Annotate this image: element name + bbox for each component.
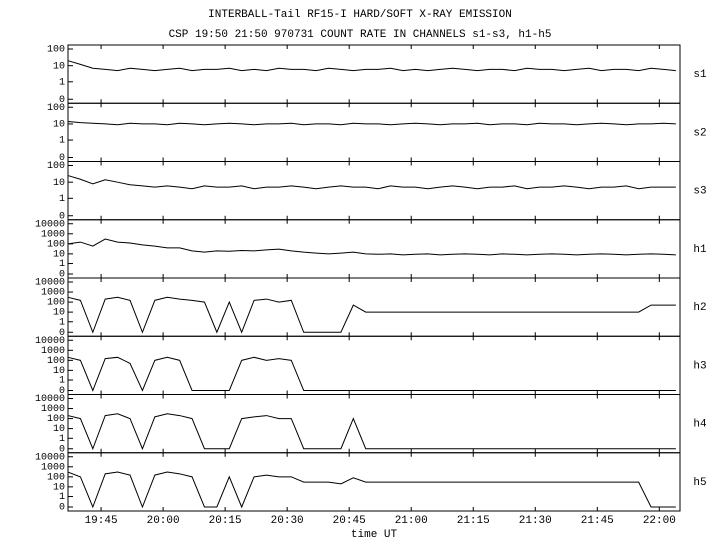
panel-frame xyxy=(67,452,681,512)
y-tick-label: 100 xyxy=(47,356,65,367)
y-tick-label: 1 xyxy=(59,136,65,147)
chart-subtitle: CSP 19:50 21:50 970731 COUNT RATE IN CHA… xyxy=(169,29,552,41)
chart-title: INTERBALL-Tail RF15-I HARD/SOFT X-RAY EM… xyxy=(208,9,512,21)
y-tick-label: 0 xyxy=(59,153,65,164)
y-tick-label: 10 xyxy=(53,366,65,377)
panel-label: s1 xyxy=(693,69,707,81)
x-tick-label: 21:00 xyxy=(395,515,428,527)
y-tick-label: 10 xyxy=(53,249,65,260)
y-tick-label: 0 xyxy=(59,386,65,397)
y-tick-label: 1 xyxy=(59,259,65,270)
panel-frame xyxy=(67,161,681,221)
y-tick-label: 100 xyxy=(47,472,65,483)
y-tick-label: 1 xyxy=(59,77,65,88)
panel-label: h5 xyxy=(693,477,706,489)
trace xyxy=(67,238,676,256)
panel-label: h3 xyxy=(693,360,706,372)
x-tick-label: 21:45 xyxy=(581,515,614,527)
y-tick-label: 1 xyxy=(59,434,65,445)
y-tick-label: 1 xyxy=(59,194,65,205)
y-tick-label: 10000 xyxy=(35,394,65,405)
y-tick-label: 10 xyxy=(53,482,65,493)
panel-frame xyxy=(67,277,681,337)
trace xyxy=(67,413,676,451)
y-tick-label: 1000 xyxy=(41,288,65,299)
panel-label: s2 xyxy=(693,127,706,139)
y-tick-label: 0 xyxy=(59,444,65,455)
y-tick-label: 1000 xyxy=(41,229,65,240)
y-tick-label: 10 xyxy=(53,424,65,435)
y-tick-label: 10000 xyxy=(35,278,65,289)
panel-label: h4 xyxy=(693,419,707,431)
x-tick-label: 20:45 xyxy=(333,515,366,527)
y-tick-label: 100 xyxy=(47,414,65,425)
y-tick-label: 10 xyxy=(53,178,65,189)
y-tick-label: 0 xyxy=(59,328,65,339)
trace xyxy=(67,121,676,126)
trace xyxy=(67,296,676,334)
y-tick-label: 0 xyxy=(59,95,65,106)
y-tick-label: 1000 xyxy=(41,404,65,415)
panel-frame xyxy=(67,394,681,454)
panel-label: s3 xyxy=(693,186,706,198)
y-tick-label: 10000 xyxy=(35,219,65,230)
y-tick-label: 100 xyxy=(47,161,65,172)
panel-frame xyxy=(67,335,681,395)
y-tick-label: 100 xyxy=(47,298,65,309)
y-tick-label: 1 xyxy=(59,376,65,387)
x-tick-label: 20:30 xyxy=(271,515,304,527)
x-tick-label: 20:15 xyxy=(209,515,242,527)
trace xyxy=(67,60,676,72)
trace xyxy=(67,356,676,392)
trace xyxy=(67,471,676,509)
y-tick-label: 10 xyxy=(53,120,65,131)
x-tick-label: 19:45 xyxy=(85,515,118,527)
x-tick-label: 20:00 xyxy=(147,515,180,527)
panel-label: h2 xyxy=(693,302,706,314)
x-tick-label: 21:15 xyxy=(457,515,490,527)
y-tick-label: 10000 xyxy=(35,452,65,463)
y-tick-label: 100 xyxy=(47,103,65,114)
y-tick-label: 0 xyxy=(59,503,65,514)
x-tick-label: 22:00 xyxy=(643,515,676,527)
panel-frame xyxy=(67,102,681,162)
y-tick-label: 100 xyxy=(47,239,65,250)
panel-frame xyxy=(67,44,681,104)
y-tick-label: 1000 xyxy=(41,462,65,473)
y-tick-label: 1 xyxy=(59,492,65,503)
y-tick-label: 0 xyxy=(59,270,65,281)
x-tick-label: 21:30 xyxy=(519,515,552,527)
trace xyxy=(67,175,676,190)
y-tick-label: 10000 xyxy=(35,336,65,347)
y-tick-label: 1000 xyxy=(41,346,65,357)
panel-label: h1 xyxy=(693,244,707,256)
y-tick-label: 100 xyxy=(47,45,65,56)
y-tick-label: 0 xyxy=(59,211,65,222)
y-tick-label: 10 xyxy=(53,61,65,72)
x-axis-label: time UT xyxy=(351,529,398,541)
y-tick-label: 1 xyxy=(59,317,65,328)
panel-frame xyxy=(67,219,681,279)
y-tick-label: 10 xyxy=(53,308,65,319)
